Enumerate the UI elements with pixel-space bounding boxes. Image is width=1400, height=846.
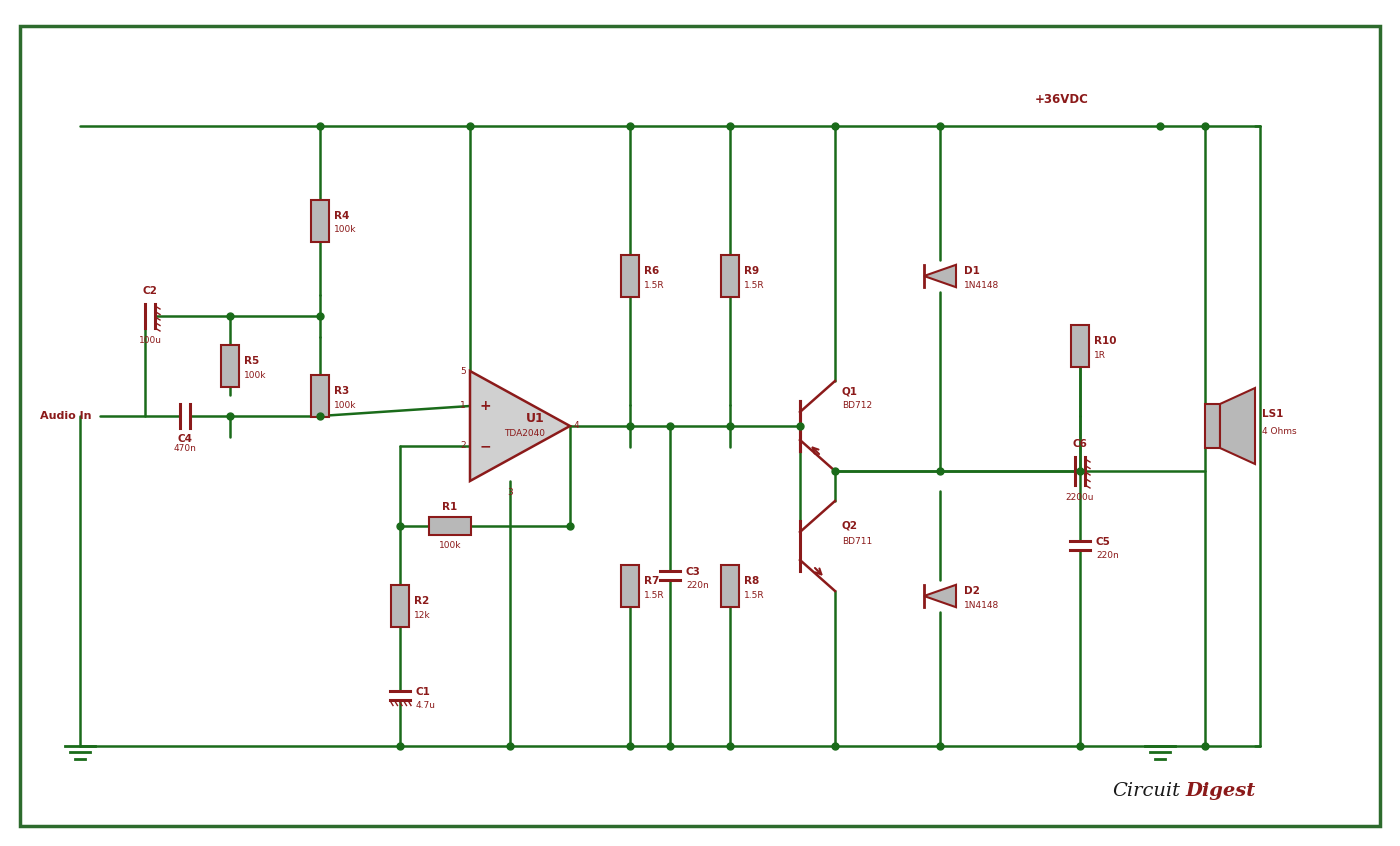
Bar: [391, 585, 409, 627]
Text: 4: 4: [574, 421, 580, 431]
Polygon shape: [470, 371, 570, 481]
Text: 100k: 100k: [438, 541, 461, 550]
Text: 1.5R: 1.5R: [743, 281, 764, 289]
Text: R3: R3: [335, 386, 349, 396]
Text: U1: U1: [525, 411, 545, 425]
Text: D2: D2: [965, 586, 980, 596]
Polygon shape: [1219, 388, 1254, 464]
Text: +: +: [479, 399, 491, 413]
Polygon shape: [924, 265, 956, 287]
Text: C2: C2: [143, 286, 157, 296]
Text: R5: R5: [244, 356, 259, 366]
Bar: [622, 255, 638, 297]
Text: C1: C1: [416, 687, 431, 697]
Text: BD711: BD711: [841, 536, 872, 546]
Text: Circuit: Circuit: [1112, 782, 1180, 800]
Text: C5: C5: [1096, 537, 1110, 547]
Text: C3: C3: [686, 567, 701, 577]
Text: 1.5R: 1.5R: [644, 591, 665, 600]
Bar: [1205, 404, 1219, 448]
Bar: [311, 375, 329, 417]
Text: Digest: Digest: [1184, 782, 1256, 800]
Bar: [721, 255, 739, 297]
Bar: [1071, 325, 1089, 367]
Text: 3: 3: [507, 488, 512, 497]
Text: 2: 2: [461, 442, 466, 451]
Text: Q1: Q1: [841, 386, 858, 396]
Polygon shape: [924, 585, 956, 607]
Text: C6: C6: [1072, 439, 1088, 449]
Text: R7: R7: [644, 576, 659, 586]
Text: TDA2040: TDA2040: [504, 430, 546, 438]
Text: R1: R1: [442, 502, 458, 512]
Text: R9: R9: [743, 266, 759, 276]
Text: 12k: 12k: [414, 611, 431, 619]
Text: Audio In: Audio In: [41, 411, 91, 421]
Text: 1.5R: 1.5R: [743, 591, 764, 600]
Text: 220n: 220n: [1096, 551, 1119, 559]
Text: 5: 5: [461, 366, 466, 376]
Text: 1: 1: [461, 402, 466, 410]
Text: 4 Ohms: 4 Ohms: [1261, 426, 1296, 436]
Bar: [311, 200, 329, 242]
Text: 1.5R: 1.5R: [644, 281, 665, 289]
Bar: [428, 517, 470, 535]
Text: 1R: 1R: [1093, 350, 1106, 360]
Text: BD712: BD712: [841, 402, 872, 410]
Text: +36VDC: +36VDC: [1035, 93, 1089, 106]
Bar: [721, 565, 739, 607]
Text: C4: C4: [178, 434, 193, 444]
Text: R8: R8: [743, 576, 759, 586]
Text: Q2: Q2: [841, 521, 858, 531]
Bar: [221, 345, 239, 387]
Text: R6: R6: [644, 266, 659, 276]
Text: R10: R10: [1093, 336, 1117, 346]
Text: 100k: 100k: [244, 371, 266, 380]
Text: 470n: 470n: [174, 444, 196, 453]
Text: 100k: 100k: [335, 400, 357, 409]
Text: 1N4148: 1N4148: [965, 281, 1000, 289]
Text: 2200u: 2200u: [1065, 493, 1095, 502]
Text: 220n: 220n: [686, 580, 708, 590]
Text: 100k: 100k: [335, 226, 357, 234]
FancyBboxPatch shape: [20, 26, 1380, 826]
Text: 100u: 100u: [139, 336, 161, 345]
Text: −: −: [479, 439, 491, 453]
Bar: [622, 565, 638, 607]
Text: R2: R2: [414, 596, 430, 606]
Text: 1N4148: 1N4148: [965, 601, 1000, 609]
Text: LS1: LS1: [1261, 409, 1284, 419]
Text: D1: D1: [965, 266, 980, 276]
Text: R4: R4: [335, 211, 350, 221]
Text: 4.7u: 4.7u: [416, 700, 435, 710]
